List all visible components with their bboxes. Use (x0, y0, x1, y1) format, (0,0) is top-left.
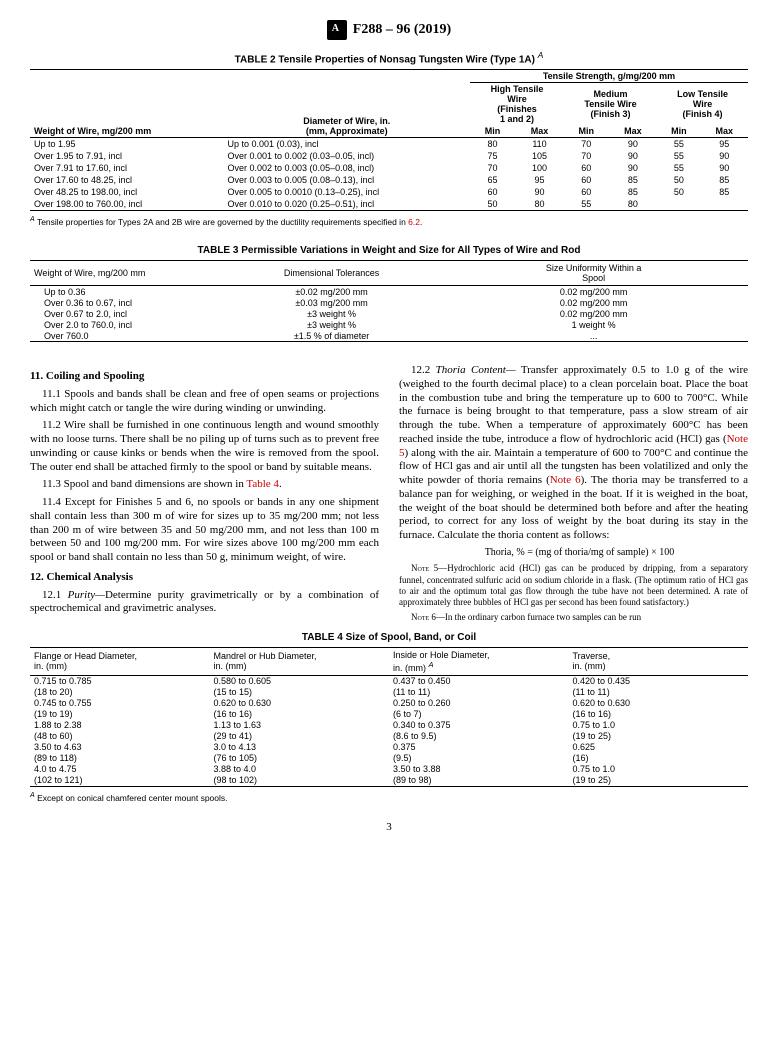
p-11-1: 11.1 Spools and bands shall be clean and… (30, 388, 379, 416)
tensile-group: Tensile Strength, g/mg/200 mm (470, 70, 748, 83)
table-row: 0.745 to 0.7550.620 to 0.6300.250 to 0.2… (30, 698, 748, 709)
table-row: (102 to 121)(98 to 102)(89 to 98)(19 to … (30, 775, 748, 787)
astm-logo (327, 20, 347, 40)
table-row: Up to 1.95Up to 0.001 (0.03), incl801107… (30, 138, 748, 151)
note-6: Note 6—In the ordinary carbon furnace tw… (399, 612, 748, 623)
table4-title: TABLE 4 Size of Spool, Band, or Coil (30, 632, 748, 643)
p-11-2: 11.2 Wire shall be furnished in one cont… (30, 419, 379, 474)
link-table4[interactable]: Table 4 (246, 478, 279, 490)
doc-code: F288 – 96 (2019) (353, 22, 451, 38)
link-6-2[interactable]: 6.2 (408, 217, 420, 227)
table2: Weight of Wire, mg/200 mm Diameter of Wi… (30, 69, 748, 211)
page-number: 3 (30, 821, 748, 833)
table-row: 1.88 to 2.381.13 to 1.630.340 to 0.3750.… (30, 720, 748, 731)
note-5: Note 5—Hydrochloric acid (HCl) gas can b… (399, 563, 748, 608)
table-row: Over 7.91 to 17.60, inclOver 0.002 to 0.… (30, 162, 748, 174)
body-text: 11. Coiling and Spooling 11.1 Spools and… (30, 364, 748, 624)
table-row: Over 0.67 to 2.0, incl±3 weight %0.02 mg… (30, 308, 748, 319)
table2-footnote: A Tensile properties for Types 2A and 2B… (30, 215, 748, 227)
table-row: Over 760.0±1.5 % of diameter... (30, 330, 748, 342)
table-row: Over 48.25 to 198.00, inclOver 0.005 to … (30, 186, 748, 198)
col-weight: Weight of Wire, mg/200 mm (30, 70, 224, 138)
table4: Flange or Head Diameter, in. (mm) Mandre… (30, 647, 748, 787)
table-row: 3.50 to 4.633.0 to 4.130.3750.625 (30, 742, 748, 753)
p-12-2: 12.2 Thoria Content— Transfer approximat… (399, 364, 748, 543)
p-11-4: 11.4 Except for Finishes 5 and 6, no spo… (30, 496, 379, 565)
table3-title: TABLE 3 Permissible Variations in Weight… (30, 245, 748, 256)
table-row: Over 0.36 to 0.67, incl±0.03 mg/200 mm0.… (30, 297, 748, 308)
col-diameter: Diameter of Wire, in. (mm, Approximate) (224, 70, 471, 138)
table4-footnote: A Except on conical chamfered center mou… (30, 791, 748, 803)
table-row: (89 to 118)(76 to 105)(9.5)(16) (30, 753, 748, 764)
p-11-3: 11.3 Spool and band dimensions are shown… (30, 478, 379, 492)
p-12-1: 12.1 Purity—Determine purity gravimetric… (30, 589, 379, 617)
document-header: F288 – 96 (2019) (30, 20, 748, 40)
table3: Weight of Wire, mg/200 mm Dimensional To… (30, 260, 748, 342)
table-row: Over 2.0 to 760.0, incl±3 weight %1 weig… (30, 319, 748, 330)
table-row: Over 1.95 to 7.91, inclOver 0.001 to 0.0… (30, 150, 748, 162)
table-row: 0.715 to 0.7850.580 to 0.6050.437 to 0.4… (30, 675, 748, 687)
table-row: Over 17.60 to 48.25, inclOver 0.003 to 0… (30, 174, 748, 186)
link-note6[interactable]: Note 6 (550, 474, 581, 486)
table-row: (48 to 60)(29 to 41)(8.6 to 9.5)(19 to 2… (30, 731, 748, 742)
table2-title: TABLE 2 Tensile Properties of Nonsag Tun… (30, 50, 748, 65)
table-row: Over 198.00 to 760.00, inclOver 0.010 to… (30, 198, 748, 211)
section-12-title: 12. Chemical Analysis (30, 571, 379, 585)
table-row: (18 to 20)(15 to 15)(11 to 11)(11 to 11) (30, 687, 748, 698)
section-11-title: 11. Coiling and Spooling (30, 370, 379, 384)
table-row: 4.0 to 4.753.88 to 4.03.50 to 3.880.75 t… (30, 764, 748, 775)
table-row: (19 to 19)(16 to 16)(6 to 7)(16 to 16) (30, 709, 748, 720)
formula: Thoria, % = (mg of thoria/mg of sample) … (399, 547, 748, 560)
table-row: Up to 0.36±0.02 mg/200 mm0.02 mg/200 mm (30, 286, 748, 298)
